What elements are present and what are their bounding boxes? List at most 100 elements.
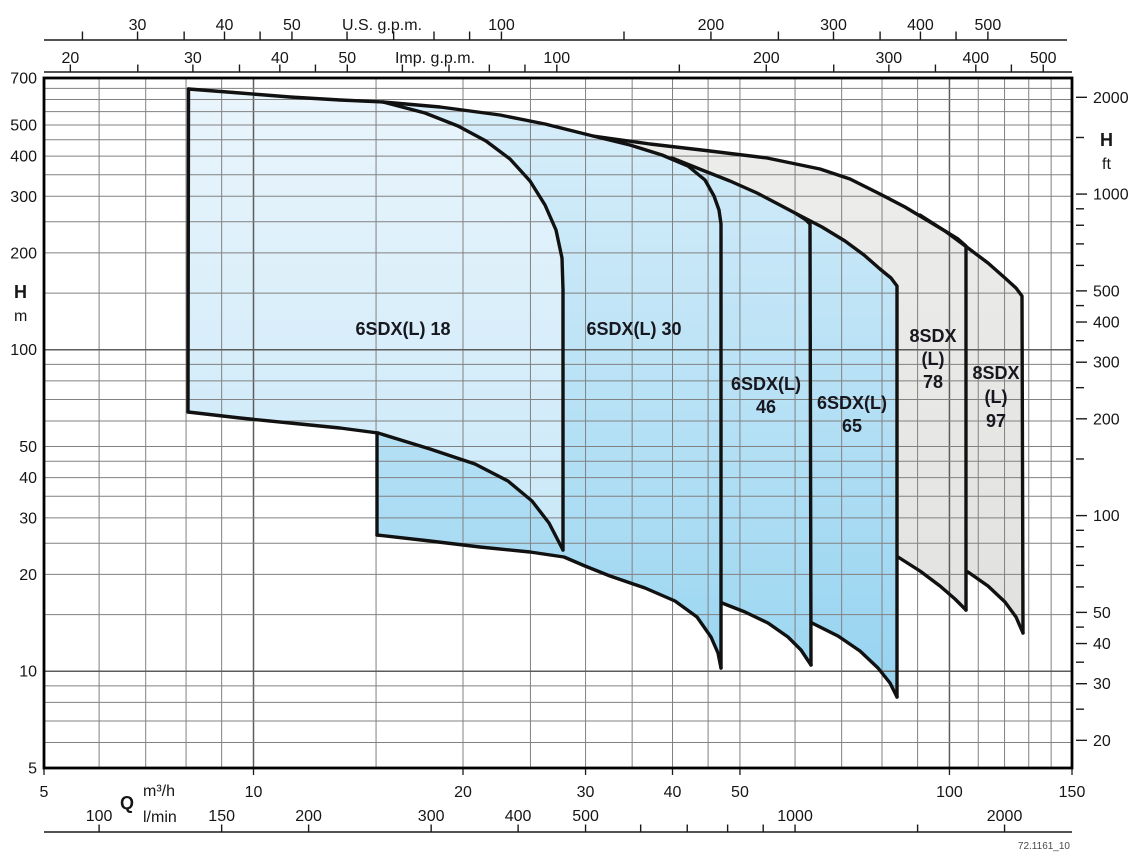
- axis-imp-gpm-tick-label: 400: [962, 50, 989, 67]
- axis-imp-gpm-tick-label: 20: [61, 50, 79, 67]
- axis-right-label: 300: [1093, 355, 1120, 372]
- axis-us-gpm-tick-label: 300: [820, 17, 847, 34]
- axis-imp-gpm-tick-label: 300: [875, 50, 902, 67]
- axis-imp-gpm-tick-label: 200: [753, 50, 780, 67]
- axis-m3h-label: 40: [664, 784, 682, 801]
- axis-m3h-label: 100: [936, 784, 963, 801]
- drawing-code-watermark: 72.1161_10: [1018, 841, 1071, 852]
- envelope-t4: [793, 211, 899, 699]
- envelope-r1-left: [186, 87, 191, 414]
- axis-us-gpm-tick-label: 200: [698, 17, 725, 34]
- region-label-6sdx-l-46: 46: [756, 397, 776, 417]
- axis-left-label: 700: [10, 71, 37, 88]
- flow-axis-unit-m3h: m³/h: [143, 783, 175, 800]
- envelope-t3: [670, 156, 813, 667]
- axis-lmin-label: 400: [505, 808, 532, 825]
- flow-axis-unit-lmin: l/min: [143, 809, 177, 826]
- axis-lmin-label: 1000: [777, 808, 813, 825]
- axis-m3h-label: 5: [40, 784, 49, 801]
- envelope-r4-bottom: [810, 621, 899, 699]
- region-label-6sdx-l-65: 65: [842, 416, 862, 436]
- axis-imp-gpm-tick-label: 40: [271, 50, 289, 67]
- envelope-r6-bottom: [966, 570, 1025, 635]
- axis-bottom-m3h: 5 10 20 30 40 50 100 150: [40, 769, 1086, 801]
- axis-lmin-label: 300: [418, 808, 445, 825]
- axis-m3h-label: 10: [245, 784, 263, 801]
- axis-left-label: 500: [10, 117, 37, 134]
- axis-m3h-label: 30: [577, 784, 595, 801]
- axis-right-label: 200: [1093, 411, 1120, 428]
- envelope-outlines: [186, 87, 1025, 699]
- axis-right-h-ft: 2000 1000 500 400 300 200 100 50 40 30 20: [1076, 90, 1128, 750]
- right-axis-title-h: H: [1100, 130, 1113, 150]
- axis-us-gpm-tick-label: 100: [488, 17, 515, 34]
- axis-us-gpm-tick-label: 500: [975, 17, 1002, 34]
- axis-us-gpm-tick-label: 50: [283, 17, 301, 34]
- axis-right-label: 400: [1093, 315, 1120, 332]
- axis-lmin-label: 2000: [987, 808, 1023, 825]
- axis-left-label: 400: [10, 149, 37, 166]
- axis-imp-gpm: 20 30 40 50 100 200 300 400 500 Imp. g.p.m.: [44, 50, 1072, 73]
- axis-right-label: 100: [1093, 508, 1120, 525]
- axis-imp-gpm-tick-label: 50: [338, 50, 356, 67]
- envelope-t6: [918, 213, 1025, 635]
- region-label-8sdx-l-78: 78: [923, 372, 943, 392]
- envelope-r2-bottom: [375, 533, 723, 670]
- axis-imp-gpm-tick-label: 500: [1030, 50, 1057, 67]
- region-area-8sdx-l-97: [920, 215, 1023, 633]
- axis-us-gpm-tick-label: 40: [216, 17, 234, 34]
- axis-lmin-label: 200: [295, 808, 322, 825]
- envelope-t1-dive: [381, 100, 565, 552]
- left-axis-title-h: H: [14, 282, 27, 302]
- axis-imp-gpm-title: Imp. g.p.m.: [395, 50, 475, 67]
- region-label-6sdx-l-18: 6SDX(L) 18: [355, 319, 450, 339]
- region-label-8sdx-l-78: (L): [922, 349, 945, 369]
- axis-lmin-label: 100: [86, 808, 113, 825]
- axis-right-label: 40: [1093, 636, 1111, 653]
- axis-right-label: 2000: [1093, 90, 1128, 107]
- right-axis-unit-ft: ft: [1102, 156, 1111, 173]
- axis-us-gpm-title: U.S. g.p.m.: [342, 17, 422, 34]
- axis-right-label: 500: [1093, 283, 1120, 300]
- axis-m3h-label: 150: [1059, 784, 1086, 801]
- axis-imp-gpm-tick-label: 30: [184, 50, 202, 67]
- axis-left-h-m: 700 500 400 300 200 100 50 40 30 20 10 5: [10, 71, 37, 778]
- axis-left-label: 300: [10, 189, 37, 206]
- plot-frame: [42, 76, 1074, 770]
- region-label-8sdx-l-97: 8SDX: [972, 363, 1019, 383]
- axis-left-label: 10: [19, 664, 37, 681]
- axis-left-label: 20: [19, 567, 37, 584]
- left-axis-unit-m: m: [14, 308, 27, 325]
- region-area-6sdx-l-18: [188, 89, 563, 550]
- region-label-6sdx-l-46: 6SDX(L): [731, 374, 801, 394]
- axis-us-gpm-tick-label: 400: [907, 17, 934, 34]
- axis-left-label: 40: [19, 470, 37, 487]
- region-label-6sdx-l-65: 6SDX(L): [817, 393, 887, 413]
- axis-lmin-label: 500: [572, 808, 599, 825]
- axis-left-label: 5: [28, 761, 37, 778]
- axis-left-label: 50: [19, 439, 37, 456]
- axis-m3h-label: 20: [454, 784, 472, 801]
- envelope-r5-bottom: [896, 555, 968, 612]
- axis-left-label: 100: [10, 342, 37, 359]
- axis-bottom-lmin: 100 150 200 300 400 500 1000 2000: [44, 808, 1072, 833]
- axis-m3h-label: 50: [731, 784, 749, 801]
- envelope-r1-bottom: [186, 410, 380, 435]
- envelope-r3-bottom: [720, 601, 813, 667]
- flow-axis-title-q: Q: [120, 793, 134, 813]
- axis-right-label: 1000: [1093, 187, 1128, 204]
- axis-us-gpm: 30 40 50 100 200 300 400 500 U.S. g.p.m.: [44, 17, 1067, 41]
- axis-right-label: 30: [1093, 676, 1111, 693]
- envelope-t2-dive: [591, 134, 723, 670]
- axis-left-label: 30: [19, 510, 37, 527]
- envelope-r1-dive-bottom: [376, 431, 565, 552]
- axis-right-label: 20: [1093, 733, 1111, 750]
- region-area-6sdx-l-65: [795, 213, 897, 697]
- region-label-8sdx-l-97: (L): [985, 387, 1008, 407]
- region-labels: 6SDX(L) 18 6SDX(L) 30 6SDX(L) 46 6SDX(L) 65 8S…: [355, 319, 1019, 436]
- axis-right-label: 50: [1093, 605, 1111, 622]
- axis-us-gpm-tick-label: 30: [129, 17, 147, 34]
